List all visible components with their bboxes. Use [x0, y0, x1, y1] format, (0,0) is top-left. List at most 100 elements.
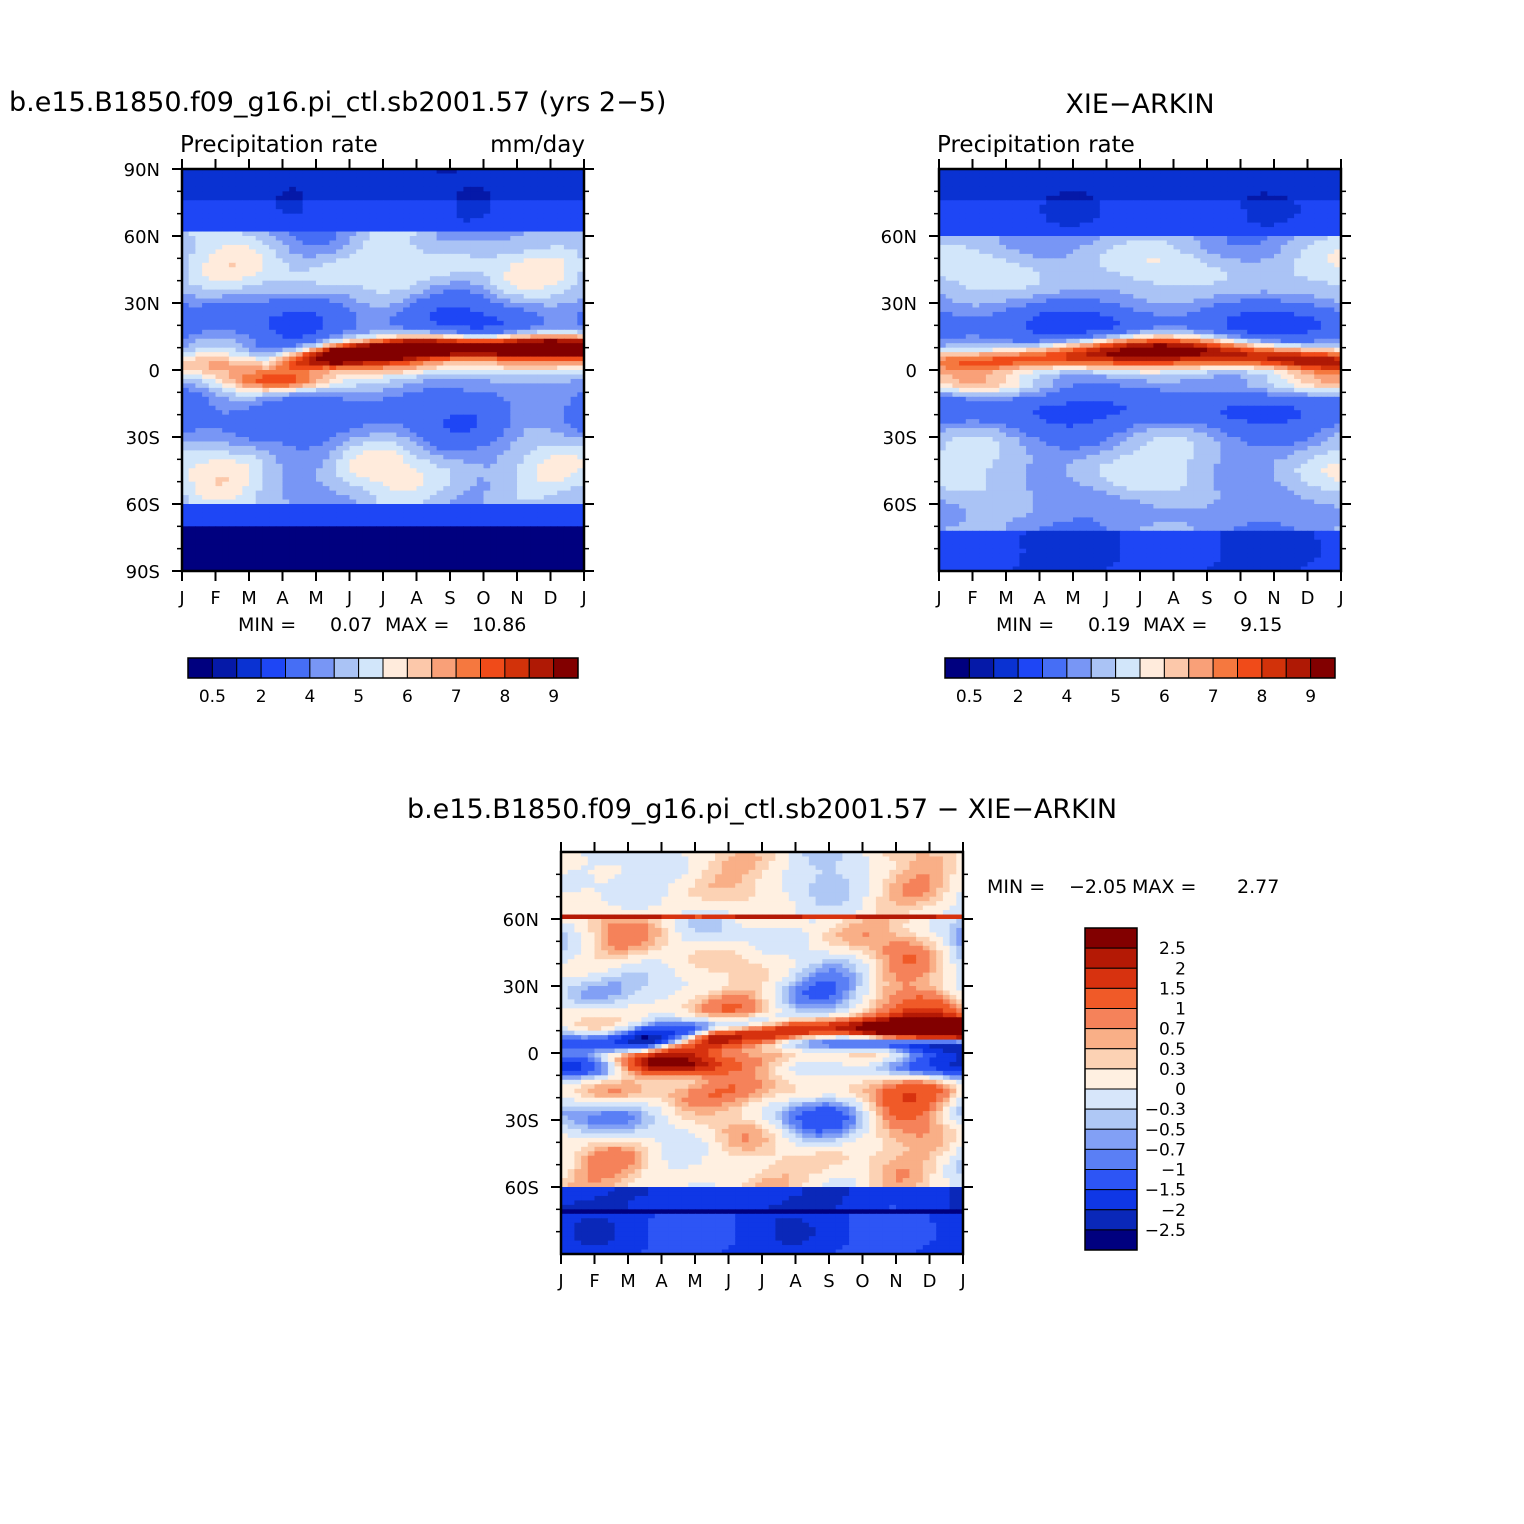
heatmap-cell: [316, 204, 324, 210]
heatmap-cell: [456, 535, 464, 541]
heatmap-cell: [523, 338, 531, 344]
heatmap-cell: [496, 227, 505, 233]
heatmap-cell: [483, 463, 491, 469]
heatmap-cell: [376, 428, 384, 434]
heatmap-cell: [202, 490, 210, 496]
heatmap-cell: [349, 222, 357, 228]
heatmap-cell: [423, 441, 431, 447]
heatmap-cell: [396, 236, 404, 242]
heatmap-cell: [195, 387, 203, 393]
heatmap-cell: [490, 200, 498, 206]
heatmap-cell: [376, 320, 384, 326]
heatmap-cell: [235, 374, 243, 380]
heatmap-cell: [450, 508, 458, 514]
heatmap-cell: [195, 334, 203, 340]
heatmap-cell: [282, 325, 290, 331]
heatmap-cell: [295, 320, 304, 326]
heatmap-cell: [235, 213, 243, 219]
heatmap-cell: [530, 410, 538, 416]
heatmap-cell: [329, 499, 337, 505]
heatmap-cell: [208, 213, 217, 219]
heatmap-cell: [356, 423, 364, 429]
heatmap-cell: [436, 477, 444, 483]
heatmap-cell: [456, 182, 464, 188]
heatmap-cell: [429, 356, 438, 362]
heatmap-cell: [510, 499, 518, 505]
heatmap-cell: [282, 236, 290, 242]
heatmap-cell: [222, 419, 230, 425]
heatmap-cell: [282, 307, 290, 313]
heatmap-cell: [235, 267, 243, 273]
heatmap-cell: [255, 280, 263, 286]
heatmap-cell: [443, 249, 451, 255]
heatmap-cell: [450, 244, 458, 250]
heatmap-cell: [496, 294, 505, 300]
heatmap-cell: [510, 249, 518, 255]
heatmap-cell: [215, 468, 223, 474]
heatmap-cell: [409, 262, 418, 268]
heatmap-cell: [429, 311, 438, 317]
heatmap-cell: [316, 236, 324, 242]
heatmap-cell: [222, 428, 230, 434]
heatmap-cell: [356, 414, 364, 420]
heatmap-cell: [295, 213, 304, 219]
heatmap-cell: [269, 285, 277, 291]
heatmap-cell: [463, 240, 471, 246]
heatmap-cell: [336, 401, 344, 407]
heatmap-cell: [356, 200, 364, 206]
heatmap-cell: [202, 450, 210, 456]
heatmap-cell: [503, 236, 511, 242]
heatmap-cell: [429, 325, 438, 331]
heatmap-cell: [396, 195, 404, 201]
heatmap-cell: [235, 352, 243, 358]
heatmap-cell: [262, 258, 270, 264]
heatmap-cell: [570, 445, 578, 451]
heatmap-cell: [195, 441, 203, 447]
heatmap-cell: [436, 463, 444, 469]
heatmap-cell: [222, 481, 230, 487]
heatmap-cell: [517, 195, 525, 201]
heatmap-cell: [523, 343, 531, 349]
heatmap-cell: [523, 240, 531, 246]
heatmap-cell: [195, 253, 203, 259]
heatmap-cell: [383, 410, 391, 416]
heatmap-cell: [316, 227, 324, 233]
heatmap-cell: [389, 414, 397, 420]
heatmap-cell: [456, 428, 464, 434]
heatmap-cell: [309, 285, 317, 291]
heatmap-cell: [228, 459, 237, 465]
heatmap-cell: [570, 325, 578, 331]
heatmap-cell: [242, 370, 250, 376]
heatmap-cell: [496, 289, 505, 295]
heatmap-cell: [530, 285, 538, 291]
heatmap-cell: [416, 401, 424, 407]
heatmap-cell: [249, 285, 257, 291]
heatmap-cell: [309, 289, 317, 295]
heatmap-cell: [563, 334, 572, 340]
heatmap-cell: [282, 405, 290, 411]
heatmap-cell: [202, 383, 210, 389]
heatmap-cell: [429, 173, 438, 179]
heatmap-cell: [389, 472, 397, 478]
heatmap-cell: [195, 423, 203, 429]
heatmap-cell: [396, 512, 404, 518]
heatmap-cell: [483, 195, 491, 201]
heatmap-cell: [249, 410, 257, 416]
heatmap-cell: [362, 423, 371, 429]
heatmap-cell: [182, 432, 190, 438]
heatmap-cell: [255, 441, 263, 447]
heatmap-cell: [396, 267, 404, 273]
heatmap-cell: [336, 316, 344, 322]
heatmap-cell: [396, 325, 404, 331]
heatmap-cell: [275, 512, 284, 518]
heatmap-cell: [403, 477, 411, 483]
heatmap-cell: [423, 222, 431, 228]
heatmap-cell: [208, 530, 217, 536]
heatmap-cell: [215, 517, 223, 523]
heatmap-cell: [282, 419, 290, 425]
heatmap-cell: [530, 325, 538, 331]
heatmap-cell: [249, 204, 257, 210]
heatmap-cell: [463, 236, 471, 242]
heatmap-cell: [436, 307, 444, 313]
heatmap-cell: [463, 378, 471, 384]
